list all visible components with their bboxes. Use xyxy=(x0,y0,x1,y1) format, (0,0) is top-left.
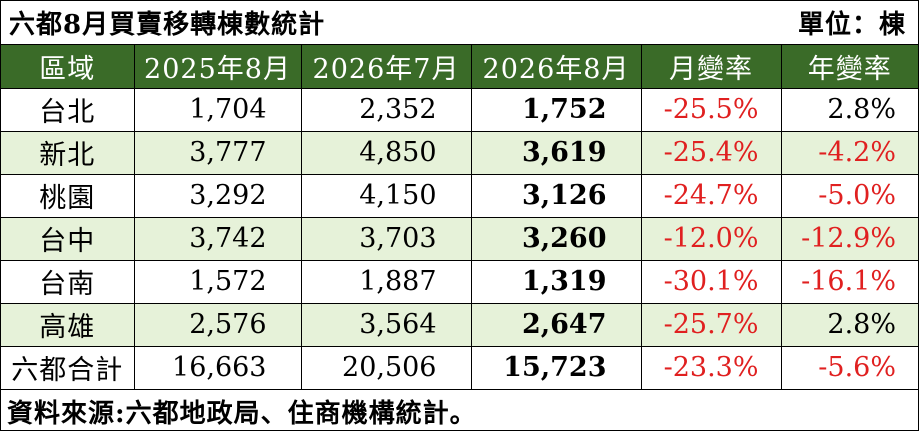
cell-mom: -30.1% xyxy=(640,259,782,304)
cell-mom: -25.5% xyxy=(640,87,782,132)
unit-label: 單位：棟 xyxy=(797,10,906,40)
cell-region: 六都合計 xyxy=(1,345,135,390)
cell-2026-jul: 2,352 xyxy=(300,87,472,132)
cell-region: 台南 xyxy=(1,259,135,304)
header-2025-aug: 2025年8月 xyxy=(133,45,302,89)
cell-2025-aug: 16,663 xyxy=(133,345,302,390)
header-2026-jul: 2026年7月 xyxy=(300,45,472,89)
table-row: 台中 3,742 3,703 3,260 -12.0% -12.9% xyxy=(1,216,918,261)
cell-mom: -25.7% xyxy=(640,302,782,347)
title-bar: 六都8月買賣移轉棟數統計 單位：棟 xyxy=(1,1,918,45)
source-note: 資料來源:六都地政局、住商機構統計。 xyxy=(7,399,477,429)
cell-2026-aug: 2,647 xyxy=(470,302,642,347)
cell-2026-aug: 1,752 xyxy=(470,87,642,132)
cell-mom: -24.7% xyxy=(640,173,782,218)
cell-2026-aug: 3,126 xyxy=(470,173,642,218)
cell-2026-jul: 4,150 xyxy=(300,173,472,218)
header-2026-aug: 2026年8月 xyxy=(470,45,642,89)
cell-2026-jul: 20,506 xyxy=(300,345,472,390)
cell-mom: -23.3% xyxy=(640,345,782,390)
transfer-table: 區域 2025年8月 2026年7月 2026年8月 月變率 年變率 台北 1,7… xyxy=(1,45,918,390)
cell-yoy: 2.8% xyxy=(780,87,918,132)
cell-2026-aug: 15,723 xyxy=(470,345,642,390)
table-row: 六都合計 16,663 20,506 15,723 -23.3% -5.6% xyxy=(1,345,918,390)
cell-region: 桃園 xyxy=(1,173,135,218)
cell-region: 台中 xyxy=(1,216,135,261)
cell-2025-aug: 2,576 xyxy=(133,302,302,347)
cell-yoy: 2.8% xyxy=(780,302,918,347)
table-row: 台北 1,704 2,352 1,752 -25.5% 2.8% xyxy=(1,87,918,132)
table-row: 新北 3,777 4,850 3,619 -25.4% -4.2% xyxy=(1,130,918,175)
cell-2025-aug: 1,704 xyxy=(133,87,302,132)
cell-2025-aug: 3,777 xyxy=(133,130,302,175)
header-row: 區域 2025年8月 2026年7月 2026年8月 月變率 年變率 xyxy=(1,45,918,89)
cell-yoy: -4.2% xyxy=(780,130,918,175)
cell-2026-jul: 3,564 xyxy=(300,302,472,347)
cell-region: 台北 xyxy=(1,87,135,132)
header-region: 區域 xyxy=(1,45,135,89)
cell-2026-aug: 1,319 xyxy=(470,259,642,304)
table-row: 桃園 3,292 4,150 3,126 -24.7% -5.0% xyxy=(1,173,918,218)
cell-2025-aug: 1,572 xyxy=(133,259,302,304)
cell-yoy: -5.6% xyxy=(780,345,918,390)
cell-yoy: -12.9% xyxy=(780,216,918,261)
cell-2026-jul: 4,850 xyxy=(300,130,472,175)
cell-2025-aug: 3,742 xyxy=(133,216,302,261)
table-row: 台南 1,572 1,887 1,319 -30.1% -16.1% xyxy=(1,259,918,304)
cell-2026-jul: 3,703 xyxy=(300,216,472,261)
cell-2026-aug: 3,619 xyxy=(470,130,642,175)
cell-2025-aug: 3,292 xyxy=(133,173,302,218)
cell-yoy: -16.1% xyxy=(780,259,918,304)
header-yoy: 年變率 xyxy=(780,45,918,89)
cell-yoy: -5.0% xyxy=(780,173,918,218)
cell-region: 新北 xyxy=(1,130,135,175)
header-mom: 月變率 xyxy=(640,45,782,89)
cell-2026-aug: 3,260 xyxy=(470,216,642,261)
cell-mom: -12.0% xyxy=(640,216,782,261)
cell-region: 高雄 xyxy=(1,302,135,347)
table-row: 高雄 2,576 3,564 2,647 -25.7% 2.8% xyxy=(1,302,918,347)
cell-mom: -25.4% xyxy=(640,130,782,175)
cell-2026-jul: 1,887 xyxy=(300,259,472,304)
table-title: 六都8月買賣移轉棟數統計 xyxy=(9,10,326,40)
